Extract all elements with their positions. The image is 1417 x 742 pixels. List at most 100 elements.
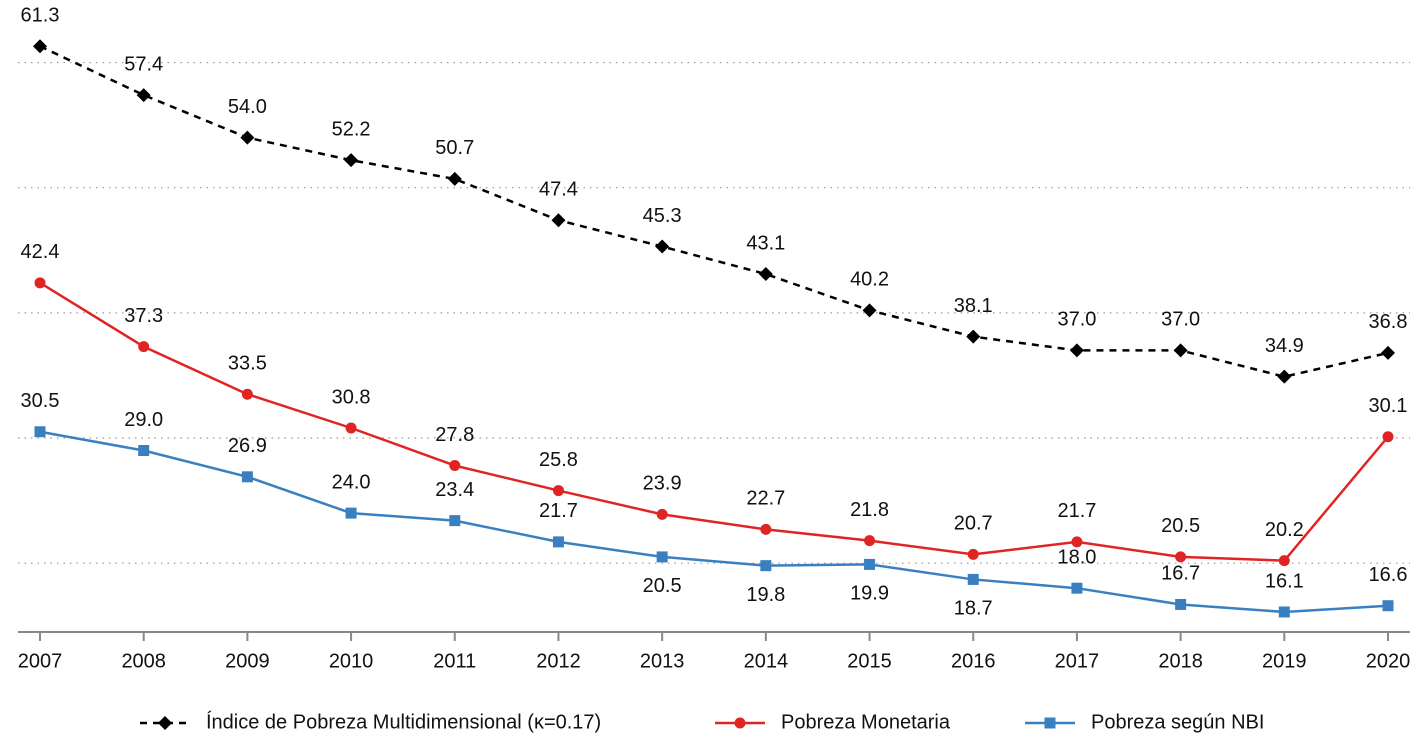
point: [1382, 431, 1394, 443]
data-label: 20.5: [1161, 515, 1200, 537]
x-tick-label: 2012: [536, 650, 581, 672]
point: [1277, 369, 1292, 384]
point: [34, 426, 46, 438]
data-label: 20.2: [1265, 519, 1304, 541]
point: [760, 560, 772, 572]
data-label: 33.5: [228, 352, 267, 374]
legend-marker: [1044, 717, 1056, 729]
data-label: 36.8: [1369, 311, 1408, 333]
data-label: 25.8: [539, 449, 578, 471]
x-tick-label: 2019: [1262, 650, 1307, 672]
data-label: 50.7: [435, 137, 474, 159]
series-line: [39, 430, 1389, 614]
point: [241, 471, 253, 483]
x-tick-label: 2016: [951, 650, 996, 672]
point: [345, 507, 357, 519]
point: [449, 460, 461, 472]
data-label: 29.0: [124, 409, 163, 431]
point: [33, 39, 47, 54]
data-label: 57.4: [124, 53, 163, 75]
point: [1175, 551, 1187, 563]
data-label: 26.9: [228, 435, 267, 457]
data-label: 20.5: [643, 575, 682, 597]
point: [758, 267, 773, 282]
data-label: 42.4: [21, 241, 60, 263]
data-label: 34.9: [1265, 335, 1304, 357]
data-label: 20.7: [954, 513, 993, 535]
point: [552, 536, 564, 548]
legend-label: Pobreza según NBI: [1091, 711, 1264, 733]
x-tick-label: 2013: [640, 650, 685, 672]
point: [136, 88, 151, 103]
data-label: 21.7: [539, 500, 578, 522]
x-tick-label: 2009: [225, 650, 270, 672]
point: [1381, 345, 1395, 360]
series-line: [39, 45, 1389, 378]
point: [138, 445, 150, 457]
point: [1069, 343, 1084, 358]
point: [241, 388, 253, 400]
point: [966, 329, 981, 344]
data-label: 19.9: [850, 583, 889, 605]
data-label: 18.0: [1057, 546, 1096, 568]
data-label: 21.8: [850, 499, 889, 521]
point: [656, 508, 668, 520]
point: [967, 548, 979, 560]
data-label: 38.1: [954, 295, 993, 317]
x-tick-label: 2018: [1158, 650, 1203, 672]
point: [1173, 343, 1188, 358]
x-tick-label: 2010: [329, 650, 374, 672]
data-label: 19.8: [746, 584, 785, 606]
point: [1071, 582, 1083, 594]
data-label: 43.1: [746, 232, 785, 254]
data-label: 52.2: [332, 118, 371, 140]
point: [1382, 600, 1394, 612]
legend-marker: [158, 716, 172, 730]
x-tick-label: 2015: [847, 650, 892, 672]
point: [240, 130, 255, 145]
point: [552, 485, 564, 497]
data-label: 18.7: [954, 598, 993, 620]
point: [1278, 555, 1290, 567]
data-label: 54.0: [228, 96, 267, 118]
data-label: 61.3: [21, 5, 60, 27]
point: [449, 515, 461, 527]
point: [862, 303, 877, 318]
point: [864, 535, 876, 547]
data-label: 16.1: [1265, 570, 1304, 592]
data-label: 16.7: [1161, 563, 1200, 585]
data-label: 22.7: [746, 488, 785, 510]
x-tick-label: 2008: [121, 650, 166, 672]
point: [864, 558, 876, 570]
data-label: 47.4: [539, 179, 578, 201]
point: [1278, 606, 1290, 618]
point: [967, 573, 979, 585]
data-label: 30.1: [1369, 395, 1408, 417]
x-tick-label: 2007: [18, 650, 63, 672]
point: [138, 341, 150, 353]
data-label: 30.8: [332, 386, 371, 408]
x-tick-label: 2020: [1366, 650, 1411, 672]
data-label: 37.3: [124, 305, 163, 327]
legend-marker: [734, 717, 746, 729]
data-label: 30.5: [21, 390, 60, 412]
data-label: 37.0: [1057, 309, 1096, 331]
data-label: 23.9: [643, 473, 682, 495]
point: [551, 213, 566, 228]
point: [656, 551, 668, 563]
point: [344, 153, 359, 168]
point: [655, 239, 670, 254]
point: [345, 422, 357, 434]
data-label: 27.8: [435, 424, 474, 446]
x-tick-label: 2011: [433, 650, 476, 672]
point: [760, 523, 772, 535]
series-line: [39, 281, 1389, 562]
data-label: 40.2: [850, 269, 889, 291]
point: [1175, 598, 1187, 610]
x-tick-label: 2014: [744, 650, 789, 672]
x-tick-label: 2017: [1055, 650, 1100, 672]
point: [34, 277, 46, 289]
data-label: 21.7: [1057, 500, 1096, 522]
data-label: 37.0: [1161, 309, 1200, 331]
